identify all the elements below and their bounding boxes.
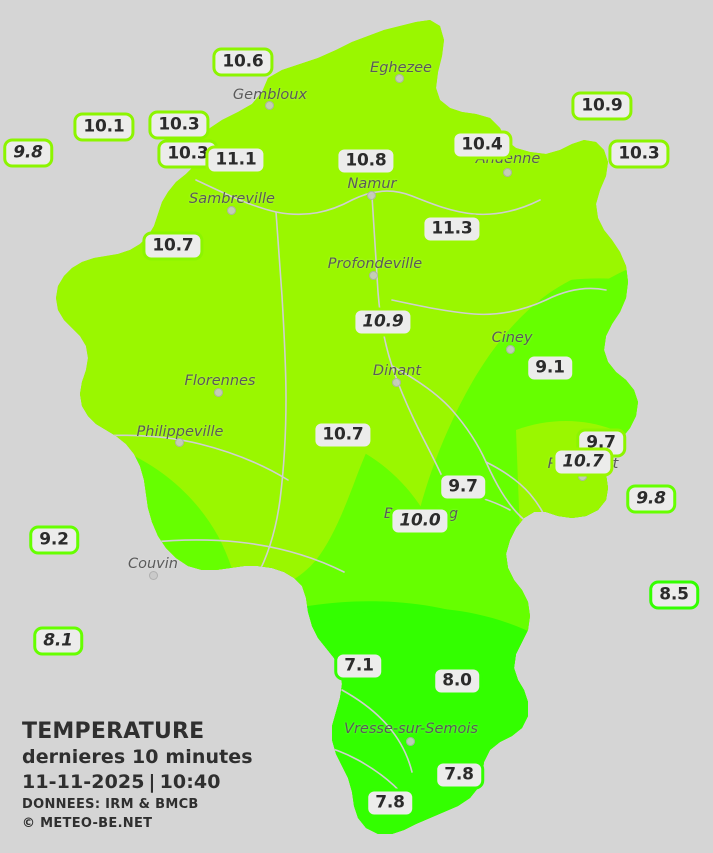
temperature-value-text: 10.3 <box>611 142 667 166</box>
temperature-value-text: 10.7 <box>315 423 371 447</box>
temperature-value-label: 10.3 <box>148 110 210 140</box>
temperature-value-label: 11.3 <box>421 214 483 244</box>
legend-separator: | <box>148 771 156 793</box>
temperature-value-label: 10.4 <box>451 130 513 160</box>
city-label: Profondeville <box>327 256 423 272</box>
city-marker-dot <box>213 387 223 397</box>
temperature-value-label: 10.1 <box>73 112 135 142</box>
city-label: Ciney <box>491 330 533 346</box>
temperature-value-label: 10.7 <box>312 420 374 450</box>
city-label: Vresse-sur-Semois <box>344 721 478 737</box>
city-label: Gembloux <box>232 87 308 103</box>
city-marker-dot <box>174 437 184 447</box>
temperature-value-text: 10.0 <box>392 509 448 533</box>
temperature-value-label: 9.1 <box>525 353 575 383</box>
temperature-value-label: 9.7 <box>438 472 488 502</box>
city-marker-dot <box>405 736 415 746</box>
city-label: Eghezee <box>370 60 432 76</box>
temperature-value-text: 9.7 <box>441 475 485 499</box>
city-label: Sambreville <box>189 191 275 207</box>
temperature-value-label: 10.8 <box>335 146 397 176</box>
city-marker-dot <box>226 205 236 215</box>
city-marker-dot <box>148 570 158 580</box>
temperature-value-label: 8.1 <box>33 626 83 656</box>
temperature-value-label: 10.9 <box>352 307 414 337</box>
temperature-value-label: 10.6 <box>212 47 274 77</box>
city-label: Philippeville <box>136 424 224 440</box>
temperature-value-text: 10.3 <box>151 113 207 137</box>
temperature-value-label: 9.8 <box>3 138 53 168</box>
temperature-value-text: 10.1 <box>76 115 132 139</box>
city-marker-dot <box>368 270 378 280</box>
city-marker-dot <box>391 377 401 387</box>
city-label: Florennes <box>184 373 256 389</box>
temperature-value-text: 10.9 <box>574 94 630 118</box>
temperature-value-text: 7.1 <box>337 654 381 678</box>
temperature-value-label: 10.0 <box>389 506 451 536</box>
temperature-value-label: 7.1 <box>334 651 384 681</box>
temperature-value-text: 9.1 <box>528 356 572 380</box>
city-marker-dot <box>394 73 404 83</box>
temperature-value-label: 9.2 <box>29 525 79 555</box>
legend-source: DONNEES: IRM & BMCB <box>22 797 199 812</box>
map-legend: TEMPERATURE dernieres 10 minutes 11-11-2… <box>22 719 253 833</box>
temperature-value-label: 8.5 <box>649 580 699 610</box>
legend-datetime: 11-11-2025 | 10:40 <box>22 770 253 795</box>
temperature-value-text: 10.6 <box>215 50 271 74</box>
legend-subtitle: dernieres 10 minutes <box>22 746 253 768</box>
temperature-value-label: 11.1 <box>205 145 267 175</box>
temperature-value-text: 8.5 <box>652 583 696 607</box>
city-label: Dinant <box>372 363 422 379</box>
temperature-value-text: 11.3 <box>424 217 480 241</box>
temperature-value-label: 7.8 <box>434 760 484 790</box>
temperature-value-text: 9.2 <box>32 528 76 552</box>
temperature-value-label: 10.7 <box>142 231 204 261</box>
city-marker-dot <box>505 344 515 354</box>
legend-title: TEMPERATURE <box>22 719 205 744</box>
city-label: Namur <box>347 176 397 192</box>
temperature-value-text: 7.8 <box>437 763 481 787</box>
city-label: Couvin <box>128 556 178 572</box>
temperature-value-label: 10.3 <box>608 139 670 169</box>
legend-date: 11-11-2025 <box>22 771 145 793</box>
temperature-value-text: 10.7 <box>145 234 201 258</box>
temperature-value-text: 10.8 <box>338 149 394 173</box>
temperature-value-label: 8.0 <box>432 666 482 696</box>
temperature-value-label: 10.9 <box>571 91 633 121</box>
temperature-value-text: 10.4 <box>454 133 510 157</box>
temperature-value-text: 9.8 <box>629 487 673 511</box>
temperature-value-text: 11.1 <box>208 148 264 172</box>
temperature-value-text: 8.1 <box>36 629 80 653</box>
city-marker-dot <box>502 167 512 177</box>
city-marker-dot <box>366 190 376 200</box>
legend-time: 10:40 <box>159 771 221 793</box>
temperature-value-text: 7.8 <box>368 791 412 815</box>
temperature-value-text: 9.8 <box>6 141 50 165</box>
temperature-value-text: 10.7 <box>555 450 611 474</box>
temperature-value-text: 10.3 <box>160 142 216 166</box>
temperature-value-text: 8.0 <box>435 669 479 693</box>
temperature-value-label: 7.8 <box>365 788 415 818</box>
legend-copyright: © METEO-BE.NET <box>22 816 153 831</box>
temperature-value-label: 9.8 <box>626 484 676 514</box>
temperature-value-text: 10.9 <box>355 310 411 334</box>
city-marker-dot <box>264 100 274 110</box>
temperature-value-label: 10.7 <box>552 447 614 477</box>
